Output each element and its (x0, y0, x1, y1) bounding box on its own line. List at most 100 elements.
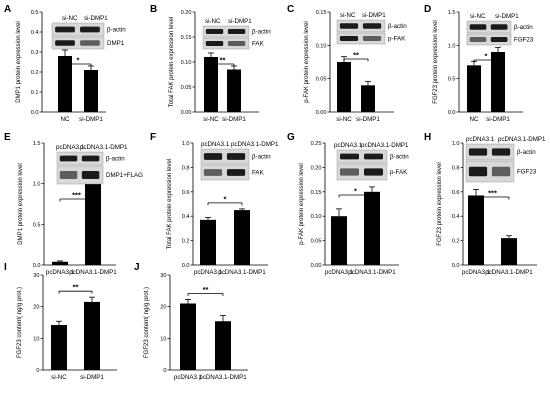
blot-column-label: si-NC (62, 15, 78, 22)
blot-band (339, 23, 359, 29)
blot-row-label: β-actin (388, 23, 407, 30)
significance-stars: * (354, 187, 357, 196)
panel-label: J (134, 262, 140, 273)
blot-band (205, 41, 224, 46)
panel-label: H (424, 132, 431, 143)
blot-strip (465, 143, 515, 161)
blot-column-label: si-DMP1 (84, 15, 108, 22)
blot-band (55, 26, 75, 33)
y-axis-label: DMP1 protein expression level (16, 21, 22, 102)
blot-row-label: β-actin (517, 149, 536, 156)
blot-band (362, 23, 382, 29)
x-category-label: si-NC (336, 116, 352, 123)
blot-column-label: pcDNA3.1-DMP1 (361, 142, 409, 149)
panel-j: J 0 10 20 30 FGF23 content( ng/g prot.) pcDNA3… (134, 262, 248, 381)
y-tick-label: 0.6 (452, 190, 460, 196)
blot-band (364, 168, 383, 176)
y-tick-label: 0 (36, 368, 39, 374)
blot-column-label: pcDNA3.1 (466, 136, 495, 143)
y-tick-label: 1.0 (448, 43, 456, 49)
x-category-label: si-DMP1 (356, 116, 380, 123)
bar-si-dmp1 (84, 70, 98, 112)
panel-label: I (4, 262, 7, 273)
blot-column-label: pcDNA3.1 (201, 141, 230, 148)
x-category-label: si-DMP1 (222, 116, 246, 123)
x-category-label: si-DMP1 (486, 116, 510, 123)
significance-stars: *** (488, 189, 497, 198)
bar-pcdna3-1 (468, 195, 484, 265)
blot-strip (200, 148, 250, 165)
panel-e: E 0.0 0.5 1.0 1.5 DMP1 protein expression lev… (4, 132, 143, 276)
blot-band (227, 41, 246, 46)
blot-column-label: pcDNA3.1 (334, 142, 363, 149)
y-tick-label: 0.05 (316, 77, 327, 83)
blot-column-label: si-DMP1 (362, 12, 386, 19)
bar-si-nc (51, 325, 67, 370)
bar-pcdna3-1 (52, 261, 68, 265)
blot-band (205, 29, 224, 34)
western-blot: pcDNA3.1 pcDNA3.1-DMP1 β-actin FAK (200, 141, 279, 181)
y-axis-label: FGF23 content( ng/g prot.) (17, 287, 23, 358)
y-tick-label: 0.8 (452, 165, 460, 171)
bar-si-dmp1 (84, 301, 100, 370)
blot-strip (56, 165, 104, 185)
blot-strip (202, 25, 250, 38)
blot-strip (336, 32, 386, 45)
significance-stars: * (224, 194, 227, 203)
blot-strip (200, 164, 250, 181)
y-tick-label: 0.2 (452, 239, 460, 245)
blot-band (490, 37, 508, 42)
x-category-label: si-NC (203, 116, 219, 123)
bar-pcdna3-1-dmp1 (234, 210, 250, 265)
blot-row-label: DMP1 (107, 40, 125, 47)
blot-row-label: FAK (252, 41, 265, 48)
y-tick-label: 1.5 (33, 141, 41, 147)
western-blot: pcDNA3.1 pcDNA3.1-DMP1 β-actin FGF23 (465, 136, 546, 183)
significance-stars: *** (72, 191, 81, 200)
panel-f: F 0.0 0.2 0.4 0.6 0.8 1.0 Total FAK protein exp… (150, 132, 279, 276)
y-axis-label: FGF23 protein expression level (437, 162, 443, 245)
blot-band (55, 40, 75, 46)
significance-stars: ** (353, 51, 359, 60)
significance-stars: ** (220, 56, 226, 65)
blot-band (59, 155, 78, 162)
blot-band (490, 24, 508, 30)
y-tick-label: 0.1 (31, 90, 39, 96)
bar-si-dmp1 (491, 52, 505, 112)
x-category-label: si-NC (51, 374, 67, 381)
blot-strip (336, 163, 388, 181)
blot-band (364, 153, 383, 160)
blot-band (80, 40, 100, 46)
x-category-label: pcDNA3.1 (462, 269, 491, 276)
panel-h: H 0.0 0.2 0.4 0.6 0.8 1.0 FGF23 protein express… (424, 132, 546, 276)
y-tick-label: 0.05 (181, 85, 192, 91)
blot-band (491, 166, 511, 177)
blot-column-label: pcDNA3.1 (56, 144, 85, 151)
blot-row-label: β-actin (107, 27, 126, 34)
y-tick-label: 0.20 (181, 10, 192, 16)
bar-pcdna3-1-dmp1 (364, 191, 380, 265)
bar-pcdna3-1-dmp1 (501, 238, 517, 265)
y-axis-label: FGF23 protein expression level (433, 20, 439, 103)
blot-row-label: FGF23 (514, 37, 534, 44)
y-tick-label: 0.20 (311, 165, 322, 171)
panel-i: I 0 10 20 30 FGF23 content( ng/g prot.) si-NC s… (4, 262, 117, 381)
y-tick-label: 0.00 (311, 263, 322, 269)
blot-row-label: β-actin (252, 154, 271, 161)
y-tick-label: 0.15 (311, 190, 322, 196)
blot-column-label: pcDNA3.1-DMP1 (80, 144, 128, 151)
blot-band (468, 148, 488, 156)
panel-d: D 0.0 0.5 1.0 1.5 FGF23 protein expression le… (424, 4, 534, 123)
blot-strip (336, 149, 388, 164)
significance-stars: ** (203, 285, 209, 294)
y-tick-label: 0.10 (181, 60, 192, 66)
bar-pcdna3-1-dmp1 (215, 321, 231, 370)
bar-nc (467, 65, 481, 112)
y-tick-label: 0.3 (31, 50, 39, 56)
y-tick-label: 0.05 (311, 239, 322, 245)
bar-pcdna3-1 (180, 303, 196, 370)
y-tick-label: 1.0 (452, 141, 460, 147)
